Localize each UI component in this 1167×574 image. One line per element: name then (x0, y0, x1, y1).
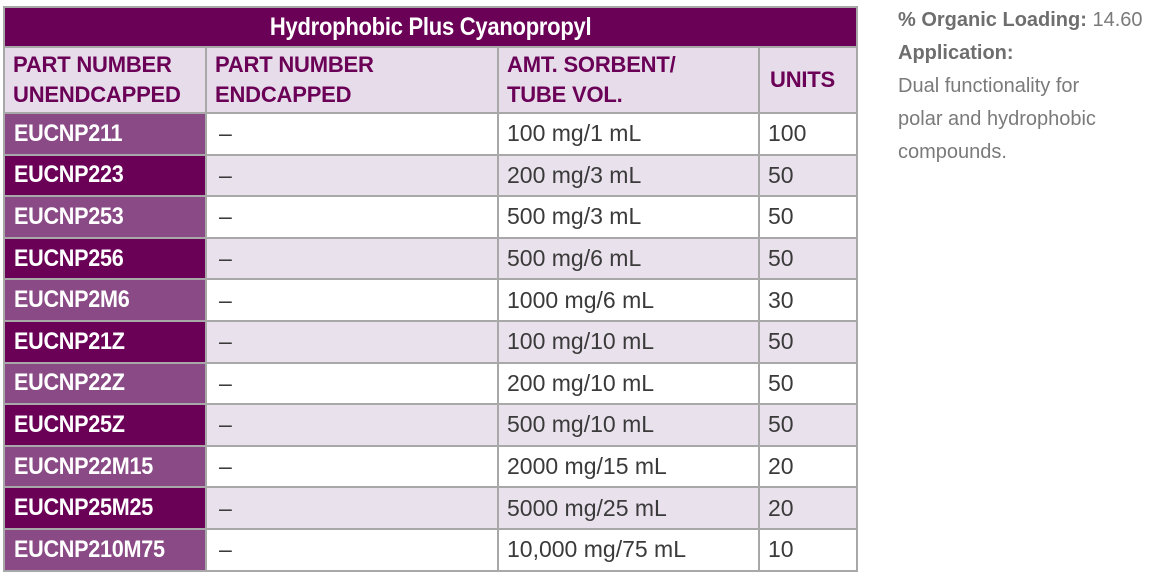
product-table-container: Hydrophobic Plus Cyanopropyl PART NUMBER… (3, 6, 858, 572)
table-row: EUCNP25Z – 500 mg/10 mL 50 (3, 403, 858, 447)
part-number-cell: EUCNP256 (3, 236, 207, 281)
part-number-cell: EUCNP223 (3, 153, 207, 198)
amount-cell: 100 mg/10 mL (497, 319, 760, 364)
units-cell: 20 (758, 486, 858, 530)
table-row: EUCNP210M75 – 10,000 mg/75 mL 10 (3, 527, 858, 572)
part-number: EUCNP22M15 (14, 452, 153, 480)
part-number: EUCNP21Z (14, 327, 125, 355)
endcapped-cell: – (205, 403, 499, 447)
units-cell: 20 (758, 444, 858, 489)
header-text: TUBE VOL. (507, 82, 623, 107)
units-cell: 50 (758, 236, 858, 281)
part-number: EUCNP22Z (14, 369, 125, 397)
header-part-endcapped: PART NUMBER ENDCAPPED (205, 46, 499, 114)
amount-cell: 10,000 mg/75 mL (497, 527, 760, 572)
amount-cell: 200 mg/3 mL (497, 153, 760, 198)
endcapped-cell: – (205, 319, 499, 364)
endcapped-cell: – (205, 236, 499, 281)
header-text: UNENDCAPPED (13, 82, 181, 107)
table-row: EUCNP2M6 – 1000 mg/6 mL 30 (3, 278, 858, 322)
units-cell: 50 (758, 361, 858, 406)
amount-cell: 2000 mg/15 mL (497, 444, 760, 489)
endcapped-cell: – (205, 444, 499, 489)
part-number: EUCNP210M75 (14, 535, 165, 563)
amount-cell: 200 mg/10 mL (497, 361, 760, 406)
table-title: Hydrophobic Plus Cyanopropyl (3, 6, 858, 48)
header-text: ENDCAPPED (215, 82, 352, 107)
endcapped-cell: – (205, 112, 499, 156)
organic-loading-value: 14.60 (1092, 9, 1143, 31)
part-number-cell: EUCNP25M25 (3, 486, 207, 530)
header-text: UNITS (770, 67, 836, 92)
units-cell: 50 (758, 153, 858, 198)
table-row: EUCNP223 – 200 mg/3 mL 50 (3, 153, 858, 198)
header-text: PART NUMBER (13, 52, 172, 77)
units-cell: 100 (758, 112, 858, 156)
units-cell: 50 (758, 195, 858, 239)
endcapped-cell: – (205, 153, 499, 198)
endcapped-cell: – (205, 527, 499, 572)
application-text: compounds. (898, 141, 1007, 163)
application-label: Application: (898, 42, 1014, 64)
amount-cell: 100 mg/1 mL (497, 112, 760, 156)
application-text: Dual functionality for (898, 75, 1080, 97)
table-row: EUCNP253 – 500 mg/3 mL 50 (3, 195, 858, 239)
part-number: EUCNP223 (14, 161, 124, 189)
part-number-cell: EUCNP25Z (3, 403, 207, 447)
amount-cell: 500 mg/10 mL (497, 403, 760, 447)
organic-loading-label: % Organic Loading: (898, 9, 1087, 31)
endcapped-cell: – (205, 278, 499, 322)
organic-loading-line: % Organic Loading: 14.60 (898, 4, 1166, 37)
amount-cell: 1000 mg/6 mL (497, 278, 760, 322)
part-number: EUCNP25M25 (14, 494, 153, 522)
units-cell: 10 (758, 527, 858, 572)
table-row: EUCNP211 – 100 mg/1 mL 100 (3, 112, 858, 156)
units-cell: 30 (758, 278, 858, 322)
part-number-cell: EUCNP2M6 (3, 278, 207, 322)
part-number: EUCNP2M6 (14, 286, 130, 314)
amount-cell: 5000 mg/25 mL (497, 486, 760, 530)
table-title-text: Hydrophobic Plus Cyanopropyl (269, 12, 592, 41)
part-number-cell: EUCNP22M15 (3, 444, 207, 489)
units-cell: 50 (758, 319, 858, 364)
header-amount: AMT. SORBENT/ TUBE VOL. (497, 46, 760, 114)
table-row: EUCNP256 – 500 mg/6 mL 50 (3, 236, 858, 281)
part-number-cell: EUCNP22Z (3, 361, 207, 406)
table-row: EUCNP22Z – 200 mg/10 mL 50 (3, 361, 858, 406)
table-row: EUCNP25M25 – 5000 mg/25 mL 20 (3, 486, 858, 530)
header-part-unendcapped: PART NUMBER UNENDCAPPED (3, 46, 207, 114)
endcapped-cell: – (205, 361, 499, 406)
endcapped-cell: – (205, 195, 499, 239)
amount-cell: 500 mg/6 mL (497, 236, 760, 281)
endcapped-cell: – (205, 486, 499, 530)
units-cell: 50 (758, 403, 858, 447)
header-text: PART NUMBER (215, 52, 374, 77)
part-number-cell: EUCNP21Z (3, 319, 207, 364)
table-row: EUCNP22M15 – 2000 mg/15 mL 20 (3, 444, 858, 489)
table-header-row: PART NUMBER UNENDCAPPED PART NUMBER ENDC… (3, 46, 858, 114)
part-number: EUCNP25Z (14, 410, 125, 438)
application-text: polar and hydrophobic (898, 108, 1096, 130)
part-number-cell: EUCNP211 (3, 112, 207, 156)
product-info-panel: % Organic Loading: 14.60 Application: Du… (898, 4, 1166, 169)
amount-cell: 500 mg/3 mL (497, 195, 760, 239)
part-number: EUCNP256 (14, 244, 124, 272)
header-text: AMT. SORBENT/ (507, 52, 676, 77)
part-number: EUCNP253 (14, 202, 124, 230)
product-table: Hydrophobic Plus Cyanopropyl PART NUMBER… (3, 6, 858, 572)
table-row: EUCNP21Z – 100 mg/10 mL 50 (3, 319, 858, 364)
part-number-cell: EUCNP253 (3, 195, 207, 239)
part-number-cell: EUCNP210M75 (3, 527, 207, 572)
table-title-row: Hydrophobic Plus Cyanopropyl (3, 6, 858, 48)
header-units: UNITS (758, 46, 858, 114)
part-number: EUCNP211 (14, 119, 123, 147)
